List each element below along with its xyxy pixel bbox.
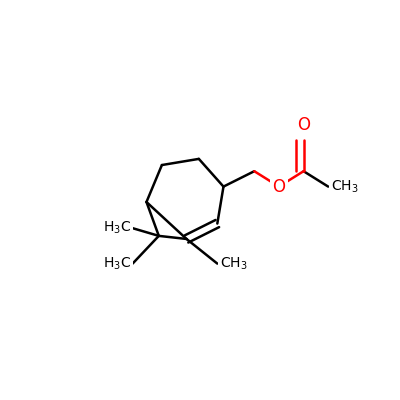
Text: O: O <box>297 116 310 134</box>
Text: CH$_3$: CH$_3$ <box>220 256 248 272</box>
Text: CH$_3$: CH$_3$ <box>331 178 359 195</box>
Text: O: O <box>272 178 286 196</box>
Text: H$_3$C: H$_3$C <box>103 256 131 272</box>
Text: H$_3$C: H$_3$C <box>103 220 131 236</box>
